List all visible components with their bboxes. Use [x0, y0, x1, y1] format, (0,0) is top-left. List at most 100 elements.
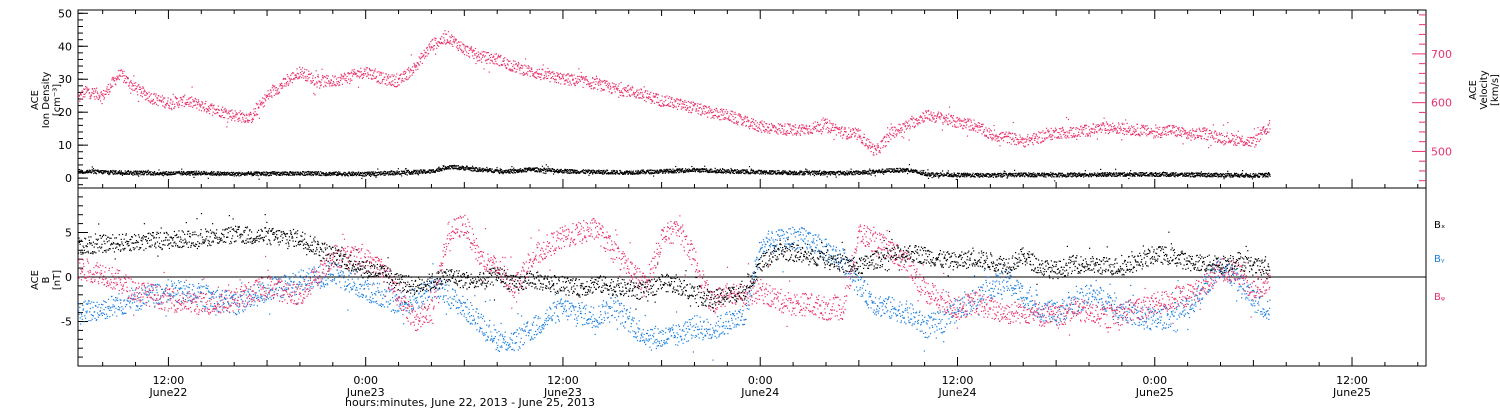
velocity-point [877, 147, 878, 148]
velocity-point [284, 83, 285, 84]
velocity-point [878, 147, 879, 148]
velocity-point [360, 68, 361, 69]
velocity-point [716, 108, 717, 109]
velocity-point [1219, 140, 1220, 141]
velocity-point [205, 101, 206, 102]
velocity-point [937, 115, 938, 116]
velocity-point [570, 82, 571, 83]
velocity-point [543, 78, 544, 79]
density-point [87, 170, 88, 171]
velocity-point [103, 96, 104, 97]
velocity-point [1107, 124, 1108, 125]
velocity-point [869, 145, 870, 146]
velocity-point [281, 88, 282, 89]
velocity-point [340, 78, 341, 79]
velocity-point [204, 109, 205, 110]
field-tick-label: -5 [61, 316, 72, 329]
velocity-point [550, 73, 551, 74]
velocity-point [318, 74, 319, 75]
velocity-point [1001, 132, 1002, 133]
density-point [198, 174, 199, 175]
velocity-point [450, 43, 451, 44]
velocity-point [788, 124, 789, 125]
density-point [377, 172, 378, 173]
velocity-point [621, 82, 622, 83]
velocity-point [602, 82, 603, 83]
velocity-point [529, 66, 530, 67]
velocity-point [1013, 122, 1014, 123]
velocity-point [256, 103, 257, 104]
density-point [547, 169, 548, 170]
velocity-point [504, 63, 505, 64]
velocity-point [141, 91, 142, 92]
velocity-point [305, 77, 306, 78]
velocity-point [157, 98, 158, 99]
velocity-point [744, 121, 745, 122]
velocity-point [880, 148, 881, 149]
velocity-point [727, 111, 728, 112]
velocity-point [651, 99, 652, 100]
velocity-point [595, 84, 596, 85]
velocity-point [518, 63, 519, 64]
velocity-point [462, 44, 463, 45]
velocity-point [886, 145, 887, 146]
velocity-point [714, 109, 715, 110]
velocity-point [1094, 133, 1095, 134]
velocity-point [695, 111, 696, 112]
density-point [274, 171, 275, 172]
density-point [316, 171, 317, 172]
velocity-point [1122, 133, 1123, 134]
velocity-point [1269, 123, 1270, 124]
velocity-point [1093, 128, 1094, 129]
velocity-point [845, 128, 846, 129]
velocity-point [1123, 123, 1124, 124]
velocity-point [130, 81, 131, 82]
density-point [377, 169, 378, 170]
velocity-point [194, 100, 195, 101]
velocity-point [1160, 134, 1161, 135]
velocity-point [237, 113, 238, 114]
velocity-point [1113, 128, 1114, 129]
velocity-point [261, 102, 262, 103]
velocity-point [282, 87, 283, 88]
velocity-point [1012, 133, 1013, 134]
velocity-point [889, 133, 890, 134]
velocity-point [93, 91, 94, 92]
velocity-point [1066, 131, 1067, 132]
velocity-point [988, 138, 989, 139]
velocity-point [986, 136, 987, 137]
velocity-point [365, 69, 366, 70]
velocity-point [549, 71, 550, 72]
velocity-point [1140, 128, 1141, 129]
velocity-point [500, 57, 501, 58]
velocity-point [1165, 127, 1166, 128]
velocity-point [1003, 140, 1004, 141]
velocity-point [1144, 128, 1145, 129]
velocity-point [715, 110, 716, 111]
velocity-point [815, 128, 816, 129]
velocity-point [821, 119, 822, 120]
velocity-point [1220, 134, 1221, 135]
velocity-point [1051, 128, 1052, 129]
velocity-point [836, 127, 837, 128]
velocity-point [917, 120, 918, 121]
velocity-point [954, 121, 955, 122]
velocity-point [1188, 138, 1189, 139]
velocity-point [894, 137, 895, 138]
velocity-point [961, 125, 962, 126]
velocity-point [909, 125, 910, 126]
velocity-point [103, 90, 104, 91]
velocity-point [246, 115, 247, 116]
density-point [408, 170, 409, 171]
velocity-point [363, 75, 364, 76]
velocity-point [976, 124, 977, 125]
velocity-point [100, 96, 101, 97]
velocity-point [164, 98, 165, 99]
velocity-point [619, 83, 620, 84]
velocity-point [1235, 144, 1236, 145]
velocity-point [441, 36, 442, 37]
density-point [273, 171, 274, 172]
velocity-point [804, 133, 805, 134]
velocity-point [480, 54, 481, 55]
velocity-point [653, 96, 654, 97]
